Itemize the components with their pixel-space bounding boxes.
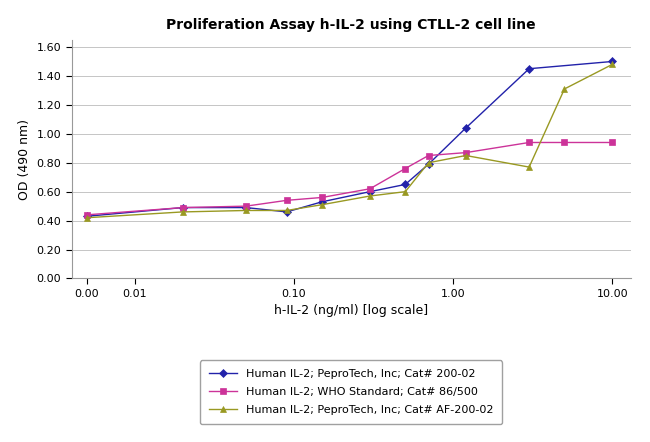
Human IL-2; WHO Standard; Cat# 86/500 <box>318 195 326 200</box>
Human IL-2; PeproTech, Inc; Cat# 200-02 <box>608 59 616 64</box>
Human IL-2; WHO Standard; Cat# 86/500 <box>560 140 568 145</box>
Human IL-2; PeproTech, Inc; Cat# AF-200-02 <box>462 153 470 158</box>
Human IL-2; PeproTech, Inc; Cat# 200-02 <box>424 161 432 167</box>
Y-axis label: OD (490 nm): OD (490 nm) <box>18 118 31 200</box>
Human IL-2; PeproTech, Inc; Cat# AF-200-02 <box>525 164 533 170</box>
Human IL-2; PeproTech, Inc; Cat# AF-200-02 <box>318 202 326 207</box>
Human IL-2; WHO Standard; Cat# 86/500 <box>608 140 616 145</box>
Human IL-2; PeproTech, Inc; Cat# 200-02 <box>366 189 374 194</box>
Line: Human IL-2; PeproTech, Inc; Cat# 200-02: Human IL-2; PeproTech, Inc; Cat# 200-02 <box>84 59 615 219</box>
Human IL-2; PeproTech, Inc; Cat# AF-200-02 <box>424 160 432 165</box>
Human IL-2; WHO Standard; Cat# 86/500 <box>179 205 187 210</box>
Human IL-2; WHO Standard; Cat# 86/500 <box>366 186 374 191</box>
Human IL-2; PeproTech, Inc; Cat# 200-02 <box>462 126 470 131</box>
Human IL-2; PeproTech, Inc; Cat# 200-02 <box>283 209 291 214</box>
Human IL-2; PeproTech, Inc; Cat# 200-02 <box>242 205 250 210</box>
Human IL-2; PeproTech, Inc; Cat# AF-200-02 <box>366 193 374 198</box>
Human IL-2; WHO Standard; Cat# 86/500 <box>401 166 409 171</box>
Human IL-2; PeproTech, Inc; Cat# 200-02 <box>179 205 187 210</box>
Human IL-2; PeproTech, Inc; Cat# 200-02 <box>318 199 326 205</box>
Human IL-2; WHO Standard; Cat# 86/500 <box>424 153 432 158</box>
Title: Proliferation Assay h-IL-2 using CTLL-2 cell line: Proliferation Assay h-IL-2 using CTLL-2 … <box>166 18 536 32</box>
Human IL-2; PeproTech, Inc; Cat# 200-02 <box>83 213 91 219</box>
Human IL-2; PeproTech, Inc; Cat# AF-200-02 <box>83 215 91 221</box>
Human IL-2; PeproTech, Inc; Cat# AF-200-02 <box>179 209 187 214</box>
Human IL-2; WHO Standard; Cat# 86/500 <box>283 198 291 203</box>
Human IL-2; PeproTech, Inc; Cat# 200-02 <box>401 182 409 187</box>
Legend: Human IL-2; PeproTech, Inc; Cat# 200-02, Human IL-2; WHO Standard; Cat# 86/500, : Human IL-2; PeproTech, Inc; Cat# 200-02,… <box>200 360 502 424</box>
Line: Human IL-2; PeproTech, Inc; Cat# AF-200-02: Human IL-2; PeproTech, Inc; Cat# AF-200-… <box>84 61 615 221</box>
Human IL-2; PeproTech, Inc; Cat# AF-200-02 <box>608 62 616 67</box>
X-axis label: h-IL-2 (ng/ml) [log scale]: h-IL-2 (ng/ml) [log scale] <box>274 305 428 317</box>
Human IL-2; WHO Standard; Cat# 86/500 <box>525 140 533 145</box>
Human IL-2; PeproTech, Inc; Cat# AF-200-02 <box>560 86 568 91</box>
Human IL-2; PeproTech, Inc; Cat# AF-200-02 <box>242 208 250 213</box>
Human IL-2; PeproTech, Inc; Cat# 200-02 <box>525 66 533 71</box>
Human IL-2; WHO Standard; Cat# 86/500 <box>83 212 91 217</box>
Line: Human IL-2; WHO Standard; Cat# 86/500: Human IL-2; WHO Standard; Cat# 86/500 <box>84 140 615 217</box>
Human IL-2; WHO Standard; Cat# 86/500 <box>462 150 470 155</box>
Human IL-2; WHO Standard; Cat# 86/500 <box>242 203 250 209</box>
Human IL-2; PeproTech, Inc; Cat# AF-200-02 <box>401 189 409 194</box>
Human IL-2; PeproTech, Inc; Cat# AF-200-02 <box>283 208 291 213</box>
